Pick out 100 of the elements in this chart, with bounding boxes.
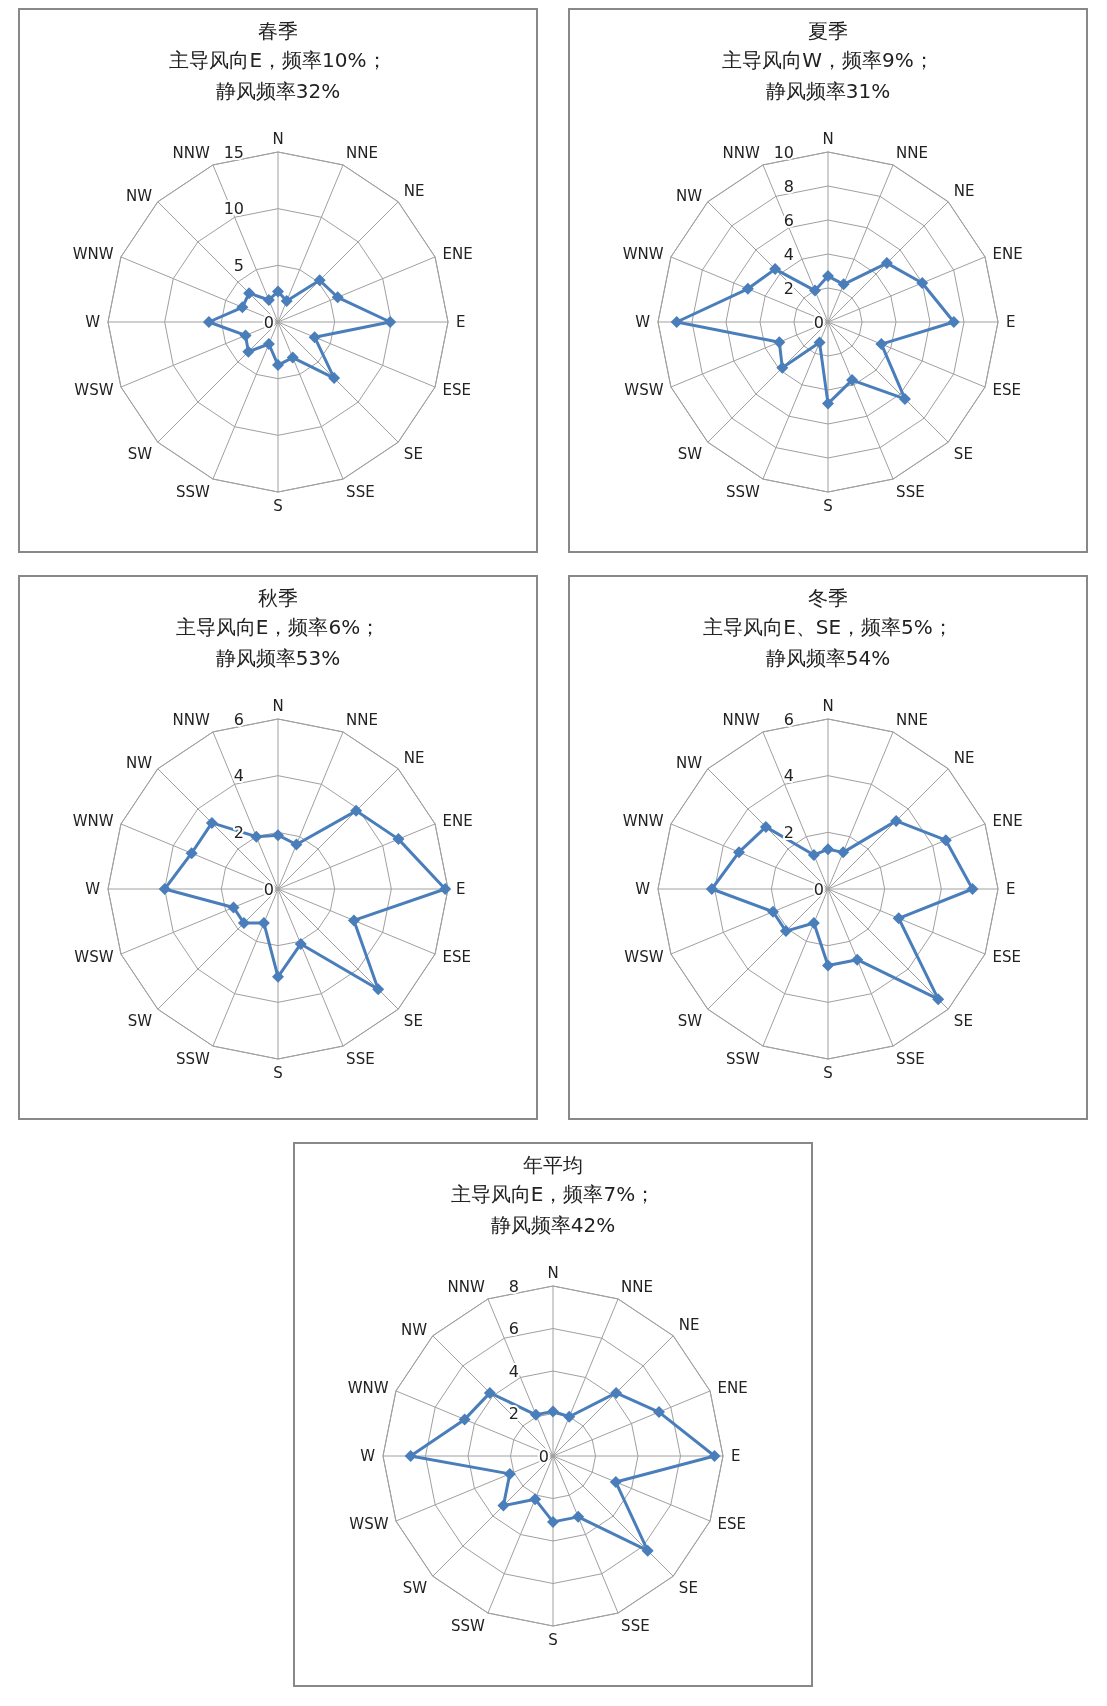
- chart-title: 秋季: [258, 585, 298, 612]
- spoke-label: ESE: [992, 948, 1021, 967]
- spoke-label: SSW: [176, 1050, 211, 1069]
- spoke-label: SSW: [726, 483, 761, 502]
- text: 静风频率53%: [215, 645, 341, 672]
- spoke-label: N: [822, 130, 834, 148]
- chart-subtitle: 主导风向E，频率10%；: [169, 47, 387, 74]
- spoke-label: SE: [953, 1011, 973, 1030]
- spoke-label: NE: [953, 749, 975, 768]
- spoke-label: NNW: [722, 710, 761, 729]
- spoke-label: SSE: [346, 1050, 375, 1069]
- spoke-label: ENE: [992, 245, 1023, 264]
- spoke-label: S: [823, 496, 833, 515]
- y-tick-label: 0: [263, 312, 274, 332]
- spoke-label: N: [272, 697, 284, 715]
- y-tick-label: 6: [508, 1319, 519, 1338]
- spoke-label: W: [360, 1447, 376, 1466]
- spoke-label: NW: [676, 754, 703, 773]
- spoke-label: ENE: [992, 812, 1023, 831]
- spoke-label: ENE: [717, 1379, 748, 1398]
- spoke-label: WSW: [349, 1515, 389, 1534]
- spoke-label: SW: [677, 444, 703, 463]
- spoke-label: ESE: [992, 381, 1021, 400]
- y-tick-label: 0: [813, 879, 824, 899]
- spoke-label: SE: [403, 1011, 423, 1030]
- y-tick-label: 4: [783, 244, 794, 264]
- y-tick-label: 15: [223, 142, 244, 162]
- spoke-label: NNW: [172, 710, 211, 729]
- spoke-label: S: [548, 1630, 558, 1649]
- spoke-label: NE: [403, 182, 425, 201]
- spoke-label: WSW: [624, 948, 664, 967]
- chart-title: 冬季: [808, 585, 848, 612]
- spoke-label: NNW: [172, 143, 211, 162]
- spoke-label: S: [273, 1063, 283, 1082]
- y-tick-label: 2: [508, 1404, 519, 1423]
- chart-subtitle: 主导风向E，频率6%；: [175, 614, 381, 641]
- spoke-label: NNE: [346, 143, 379, 162]
- spoke-label: WSW: [624, 381, 664, 400]
- spoke-label: SSE: [346, 483, 375, 502]
- spoke-label: NW: [126, 754, 153, 773]
- spoke-label: ENE: [442, 245, 473, 264]
- spoke-label: NW: [676, 187, 703, 206]
- spoke-label: SE: [678, 1578, 698, 1597]
- spoke-label: NNE: [896, 710, 929, 729]
- spoke-label: SSE: [896, 483, 925, 502]
- y-tick-label: 6: [783, 210, 794, 230]
- spoke-label: WSW: [74, 381, 114, 400]
- chart-subtitle: 主导风向E，频率7%；: [450, 1181, 656, 1208]
- spoke-label: NNE: [346, 710, 379, 729]
- y-tick-label: 0: [538, 1446, 549, 1466]
- text: 静风频率42%: [490, 1212, 616, 1239]
- y-tick-label: 4: [783, 766, 794, 786]
- spoke-label: WSW: [74, 948, 114, 967]
- spoke-label: S: [823, 1063, 833, 1082]
- spoke-label: ESE: [442, 948, 471, 967]
- chart-subtitle: 主导风向W，频率9%；: [722, 47, 934, 74]
- y-tick-label: 4: [508, 1361, 519, 1381]
- spoke-label: NE: [403, 749, 425, 768]
- y-tick-label: 6: [233, 709, 244, 729]
- spoke-label: WNW: [622, 245, 664, 264]
- spoke-label: E: [456, 880, 466, 899]
- spoke-label: SW: [402, 1578, 428, 1597]
- spoke-label: ENE: [442, 812, 473, 831]
- spoke-label: WNW: [347, 1379, 389, 1398]
- spoke-label: SSW: [726, 1050, 761, 1069]
- spoke-label: ESE: [717, 1515, 746, 1534]
- spoke-label: W: [635, 313, 651, 332]
- y-tick-label: 2: [783, 822, 794, 842]
- spoke-label: E: [456, 313, 466, 332]
- chart-title: 春季: [258, 18, 298, 45]
- spoke-label: S: [273, 496, 283, 515]
- spoke-label: E: [1006, 313, 1016, 332]
- y-tick-label: 0: [263, 879, 274, 899]
- y-tick-label: 5: [233, 255, 244, 275]
- y-tick-label: 8: [508, 1276, 519, 1296]
- spoke-label: SW: [677, 1011, 703, 1030]
- spoke-label: NE: [678, 1316, 700, 1335]
- spoke-label: NNW: [722, 143, 761, 162]
- spoke-label: NNE: [896, 143, 929, 162]
- spoke-label: W: [635, 880, 651, 899]
- text: 静风频率32%: [215, 78, 341, 105]
- spoke-label: SSW: [451, 1617, 486, 1636]
- spoke-label: SE: [403, 444, 423, 463]
- spoke-label: SSE: [896, 1050, 925, 1069]
- spoke-label: WNW: [72, 245, 114, 264]
- spoke-label: W: [85, 313, 101, 332]
- spoke-label: ESE: [442, 381, 471, 400]
- spoke-label: SW: [127, 1011, 153, 1030]
- spoke-label: SW: [127, 444, 153, 463]
- spoke-label: NW: [126, 187, 153, 206]
- y-tick-label: 10: [223, 199, 244, 219]
- spoke-label: NE: [953, 182, 975, 201]
- chart-title: 夏季: [808, 18, 848, 45]
- spoke-label: E: [731, 1447, 741, 1466]
- spoke-label: WNW: [72, 812, 114, 831]
- text: 静风频率54%: [765, 645, 891, 672]
- y-tick-label: 8: [783, 176, 794, 196]
- spoke-label: NW: [401, 1321, 428, 1340]
- y-tick-label: 6: [783, 709, 794, 729]
- spoke-label: SSW: [176, 483, 211, 502]
